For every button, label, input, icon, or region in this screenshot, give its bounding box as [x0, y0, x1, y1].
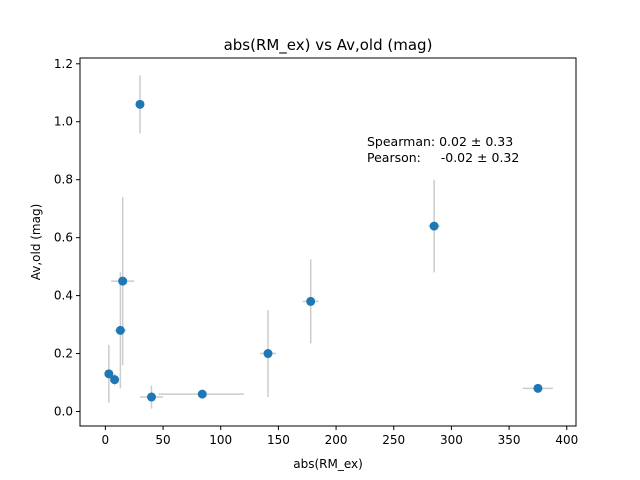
data-point — [533, 383, 543, 393]
y-tick-label: 1.2 — [54, 57, 73, 71]
pearson-annotation: Pearson: -0.02 ± 0.32 — [367, 150, 519, 165]
y-tick-label: 0.8 — [54, 173, 73, 187]
data-point — [263, 349, 273, 359]
x-tick-label: 250 — [382, 433, 405, 447]
chart-title: abs(RM_ex) vs Av,old (mag) — [224, 36, 433, 55]
y-axis-label: Av,old (mag) — [29, 204, 43, 281]
data-point — [115, 325, 125, 335]
data-point — [147, 392, 157, 402]
data-point — [118, 276, 128, 286]
y-tick-label: 0.2 — [54, 347, 73, 361]
data-point — [104, 369, 114, 379]
data-point — [429, 221, 439, 231]
y-tick-label: 1.0 — [54, 115, 73, 129]
x-tick-label: 50 — [155, 433, 170, 447]
y-tick-label: 0.6 — [54, 231, 73, 245]
y-tick-label: 0.4 — [54, 289, 73, 303]
spearman-annotation: Spearman: 0.02 ± 0.33 — [367, 134, 513, 149]
x-tick-label: 100 — [209, 433, 232, 447]
data-point — [135, 99, 145, 109]
x-tick-label: 200 — [325, 433, 348, 447]
axes-frame — [79, 57, 577, 427]
y-tick-label: 0.0 — [54, 405, 73, 419]
x-tick-label: 150 — [267, 433, 290, 447]
x-axis-label: abs(RM_ex) — [293, 457, 363, 471]
data-point — [306, 296, 316, 306]
x-tick-label: 0 — [102, 433, 110, 447]
data-point — [197, 389, 207, 399]
x-tick-label: 300 — [440, 433, 463, 447]
x-tick-label: 350 — [498, 433, 521, 447]
x-tick-label: 400 — [555, 433, 578, 447]
plot-area: 0 50 100 150 200 250 300 350 400 0.0 0.2 0.4 0.6 0.8 1… — [54, 57, 578, 447]
data-point — [110, 375, 120, 385]
